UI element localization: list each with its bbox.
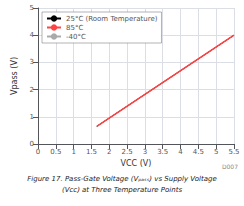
svg-text:Figure 17. Pass-Gate Voltage (: Figure 17. Pass-Gate Voltage (Vₚₐₛₛ) vs …	[27, 175, 216, 183]
svg-text:25°C (Room Temperature): 25°C (Room Temperature)	[66, 15, 158, 23]
svg-text:4: 4	[30, 31, 35, 39]
svg-text:5.5: 5.5	[228, 148, 239, 156]
svg-text:-40°C: -40°C	[66, 33, 86, 41]
svg-text:3.5: 3.5	[157, 148, 168, 156]
svg-text:5: 5	[30, 4, 34, 12]
svg-text:4: 4	[178, 148, 183, 156]
svg-text:3: 3	[30, 58, 34, 66]
svg-text:1: 1	[30, 113, 34, 121]
svg-text:0.5: 0.5	[50, 148, 61, 156]
svg-text:VCC (V): VCC (V)	[121, 159, 152, 168]
svg-text:4.5: 4.5	[193, 148, 204, 156]
svg-text:2: 2	[107, 148, 111, 156]
svg-text:2: 2	[30, 86, 34, 94]
svg-text:0: 0	[36, 148, 40, 156]
svg-text:1: 1	[71, 148, 75, 156]
svg-text:3: 3	[143, 148, 147, 156]
svg-text:D007: D007	[222, 163, 238, 170]
svg-text:1.5: 1.5	[86, 148, 97, 156]
svg-text:5: 5	[214, 148, 218, 156]
svg-text:85°C: 85°C	[66, 24, 83, 32]
svg-text:0: 0	[30, 140, 34, 148]
svg-text:Vpass (V): Vpass (V)	[10, 57, 19, 95]
svg-text:(Vᴄᴄ) at Three Temperature Poi: (Vᴄᴄ) at Three Temperature Points	[62, 186, 183, 194]
svg-text:2.5: 2.5	[122, 148, 133, 156]
